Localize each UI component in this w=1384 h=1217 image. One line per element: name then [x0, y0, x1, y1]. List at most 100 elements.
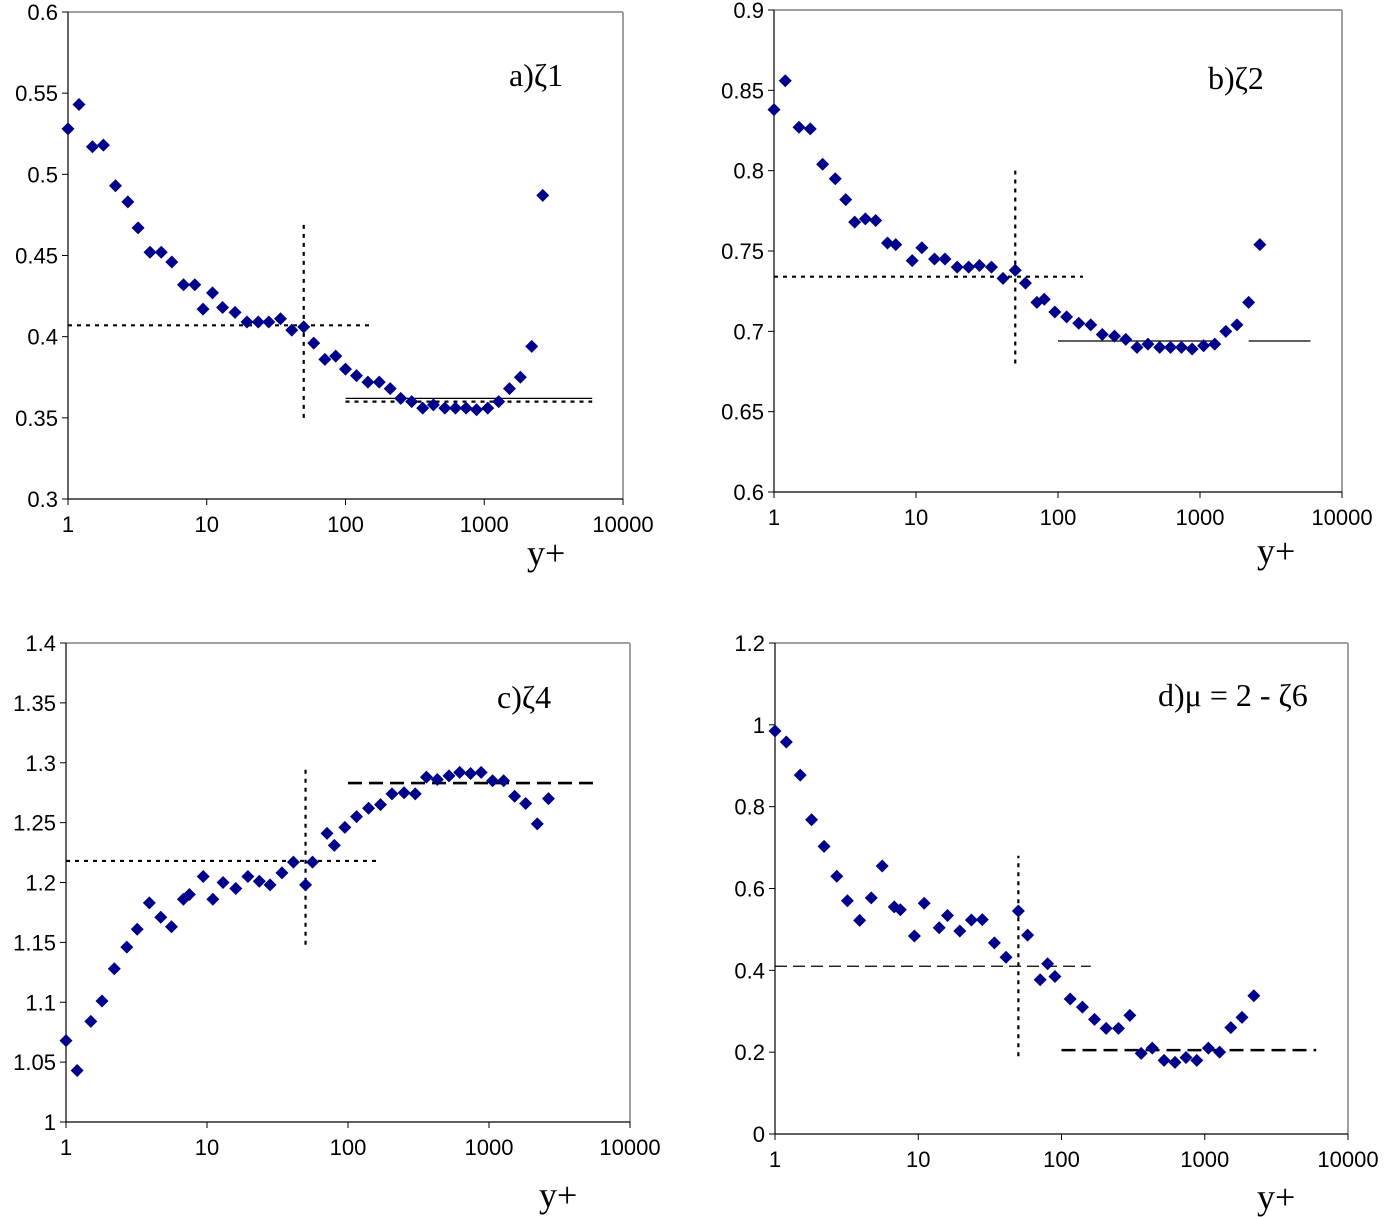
data-point [372, 375, 386, 389]
y-tick-label: 1.2 [734, 631, 765, 656]
data-point [241, 870, 255, 884]
data-point [481, 401, 495, 415]
data-point [1123, 1008, 1137, 1022]
data-point [972, 258, 986, 272]
data-point [196, 302, 210, 316]
data-point [840, 894, 854, 908]
data-point [805, 813, 819, 827]
data-point [864, 891, 878, 905]
x-axis-title: y+ [539, 1175, 577, 1215]
panel-title: a)ζ1 [509, 57, 563, 93]
x-tick-label: 100 [327, 512, 364, 537]
data-point [1084, 318, 1098, 332]
data-point [1112, 1021, 1126, 1035]
y-tick-label: 0.35 [15, 406, 58, 431]
data-point [96, 138, 110, 152]
data-point [361, 375, 375, 389]
data-point [61, 122, 75, 136]
data-point [803, 122, 817, 136]
data-point [502, 382, 516, 396]
x-tick-label: 10000 [1317, 1147, 1378, 1172]
chart-panel-1: 0.3 0.35 0.4 0.45 0.5 0.55 0.6 1 10 100 1000 10000 a… [15, 0, 653, 573]
data-point [307, 336, 321, 350]
data-point [154, 245, 168, 259]
data-point [1185, 342, 1199, 356]
data-point [273, 312, 287, 326]
data-point [768, 724, 782, 738]
y-tick-label: 0.45 [15, 244, 58, 269]
x-tick-label: 1000 [465, 1135, 514, 1160]
y-tick-label: 0 [753, 1122, 765, 1147]
panel-title: d)μ = 2 - ζ6 [1158, 677, 1308, 713]
data-point [120, 940, 134, 954]
y-tick-label: 0.55 [15, 81, 58, 106]
y-tick-label: 0.85 [721, 78, 764, 103]
y-tick-label: 0.4 [734, 958, 765, 983]
data-point [999, 950, 1013, 964]
data-point [383, 382, 397, 396]
data-point [1134, 1046, 1148, 1060]
data-point [1153, 340, 1167, 354]
data-point [893, 903, 907, 917]
data-point [130, 922, 144, 936]
data-point [486, 774, 500, 788]
data-point [928, 252, 942, 266]
data-point [962, 260, 976, 274]
data-point [228, 305, 242, 319]
data-point [350, 810, 364, 824]
data-point [508, 789, 522, 803]
x-tick-label: 10000 [592, 512, 653, 537]
data-point [915, 241, 929, 255]
data-point [59, 1034, 73, 1048]
data-point [817, 839, 831, 853]
y-tick-label: 0.65 [721, 400, 764, 425]
data-point [1072, 316, 1086, 330]
data-point [984, 260, 998, 274]
data-point [1108, 329, 1122, 343]
data-point [216, 300, 230, 314]
y-tick-label: 1.15 [13, 930, 56, 955]
data-point [519, 796, 533, 810]
data-point [1141, 337, 1155, 351]
data-point [905, 254, 919, 268]
data-point [453, 765, 467, 779]
data-point [1018, 276, 1032, 290]
data-point [1048, 305, 1062, 319]
data-point [362, 801, 376, 815]
data-point [1048, 969, 1062, 983]
data-point [143, 245, 157, 259]
data-point [305, 855, 319, 869]
data-point [188, 278, 202, 292]
data-point [373, 798, 387, 812]
data-point [1130, 340, 1144, 354]
data-point [1201, 1041, 1215, 1055]
data-point [938, 252, 952, 266]
data-point [318, 352, 332, 366]
x-tick-label: 1 [768, 505, 780, 530]
panel-title: b)ζ2 [1208, 60, 1264, 96]
x-tick-label: 1 [62, 512, 74, 537]
data-point [405, 395, 419, 409]
data-point [1099, 1021, 1113, 1035]
data-point [154, 910, 168, 924]
data-point [839, 193, 853, 207]
x-tick-label: 10 [195, 1135, 219, 1160]
data-point [240, 315, 254, 329]
y-tick-label: 0.8 [733, 159, 764, 184]
data-point [297, 320, 311, 334]
data-point [953, 924, 967, 938]
data-point [830, 869, 844, 883]
data-point [164, 920, 178, 934]
data-point [448, 401, 462, 415]
y-tick-label: 0.7 [733, 319, 764, 344]
data-point [84, 1014, 98, 1028]
data-point [394, 391, 408, 405]
x-axis-title: y+ [1257, 531, 1295, 571]
chart-panel-3: 1 1.05 1.1 1.15 1.2 1.25 1.3 1.35 1.4 1 10 100 1000 1… [13, 631, 660, 1215]
data-point [408, 787, 422, 801]
data-point [1157, 1053, 1171, 1067]
data-point [1224, 1021, 1238, 1035]
data-point [206, 892, 220, 906]
data-point [848, 215, 862, 229]
